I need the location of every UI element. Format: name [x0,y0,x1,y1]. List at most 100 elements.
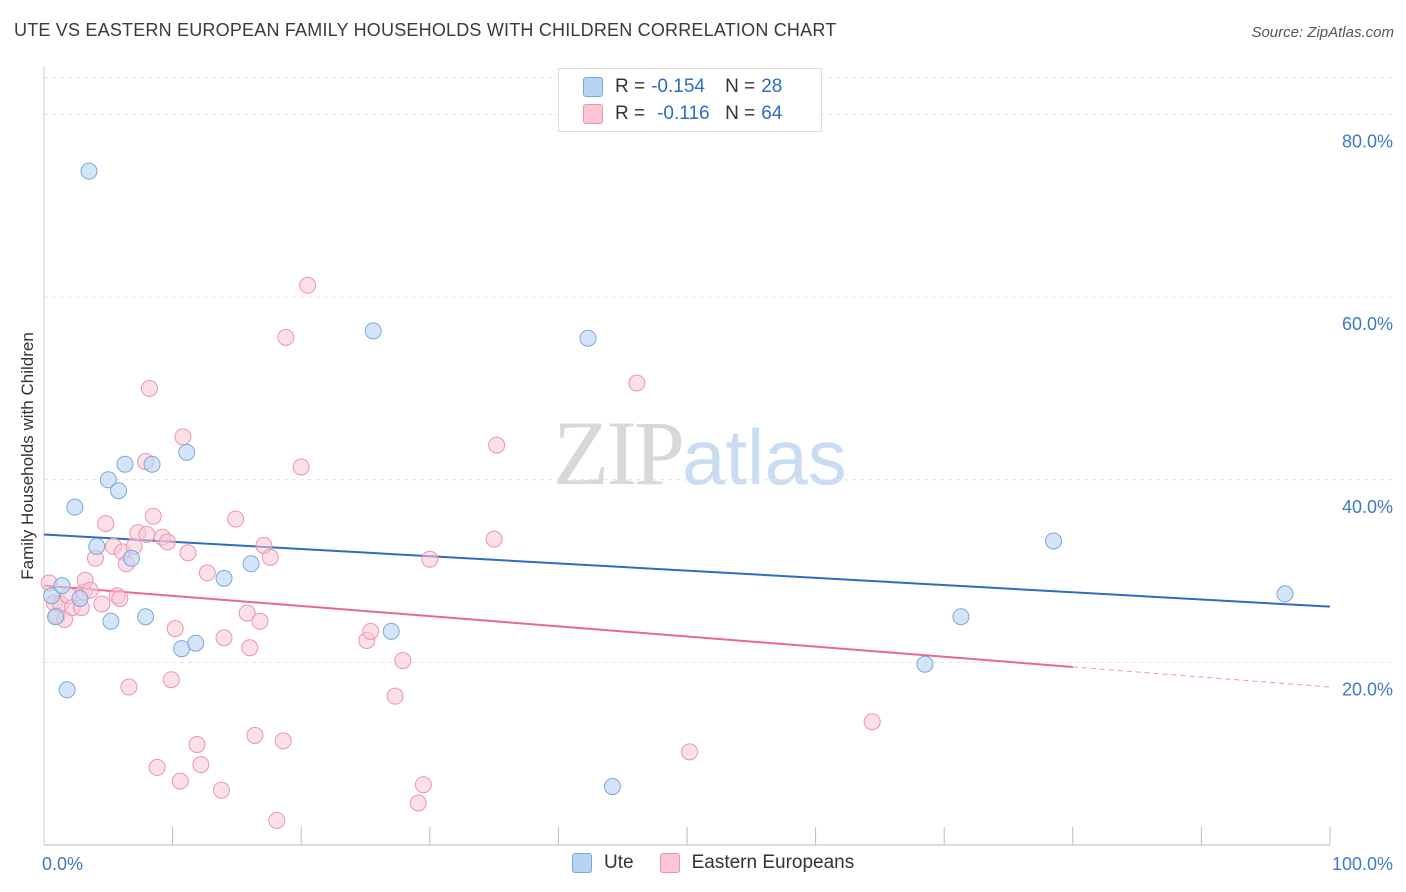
point-ute [53,577,71,595]
point-ute [364,322,382,340]
point-eastern-europeans [158,533,176,551]
source-label: Source: ZipAtlas.com [1251,24,1394,41]
point-eastern-europeans [421,550,439,568]
y-tick-label: 80.0% [1342,132,1393,152]
watermark: ZIPatlas [553,400,847,506]
point-eastern-europeans [485,530,503,548]
legend-r-label: R = [615,76,646,97]
legend-n-value-eastern-europeans: 64 [761,103,783,124]
point-ute [66,498,84,516]
point-eastern-europeans [171,772,189,790]
point-eastern-europeans [140,379,158,397]
point-ute [187,634,205,652]
point-eastern-europeans [681,743,699,761]
point-ute [122,549,140,567]
point-ute [43,587,61,605]
point-eastern-europeans [628,374,646,392]
point-eastern-europeans [198,564,216,582]
point-ute [579,329,597,347]
axes [43,66,1331,846]
legend-swatch-ute [583,77,603,97]
point-eastern-europeans [174,428,192,446]
watermark-zip: ZIP [553,402,685,504]
grid-lines [44,77,1392,663]
trend-line-eastern-europeans-extension [1072,666,1331,688]
point-eastern-europeans [261,548,279,566]
legend-swatch-eastern-europeans [583,104,603,124]
point-ute [178,443,196,461]
point-ute [137,608,155,626]
point-eastern-europeans [188,736,206,754]
point-eastern-europeans [97,515,115,533]
chart-title: UTE VS EASTERN EUROPEAN FAMILY HOUSEHOLD… [14,20,837,40]
point-eastern-europeans [144,507,162,525]
legend-row-ute: R = -0.154 N = 28 [583,75,782,99]
y-tick-label: 20.0% [1342,679,1393,699]
point-ute [58,681,76,699]
legend-r-label: R = [615,103,646,124]
point-eastern-europeans [120,678,138,696]
point-ute [99,471,117,489]
point-eastern-europeans [292,458,310,476]
tick-labels: 20.0% 40.0% 60.0% 80.0% 0.0% 100.0% [42,132,1393,874]
point-ute [143,455,161,473]
ute-points [43,162,1294,796]
point-eastern-europeans [138,526,156,544]
point-eastern-europeans [238,604,256,622]
point-eastern-europeans [394,652,412,670]
point-eastern-europeans [268,811,286,829]
point-eastern-europeans [386,687,404,705]
point-eastern-europeans [212,781,230,799]
watermark-atlas: atlas [682,413,847,501]
point-ute [110,482,128,500]
correlation-legend: R = -0.154 N = 28 R = -0.116 N = 64 [558,68,822,132]
point-ute [80,162,98,180]
legend-swatch-eastern-europeans [659,853,680,873]
point-eastern-europeans [166,620,184,638]
point-eastern-europeans [179,544,197,562]
point-eastern-europeans [93,595,111,613]
legend-r-value-ute: -0.154 [651,76,705,97]
point-eastern-europeans [299,276,317,294]
point-ute [603,778,621,796]
point-ute [952,608,970,626]
point-ute [102,612,120,630]
point-ute [116,455,134,473]
legend-n-label: N = [725,76,756,97]
point-eastern-europeans [251,612,269,630]
legend-r-value-eastern-europeans: -0.116 [657,103,710,124]
point-eastern-europeans [192,756,210,774]
point-eastern-europeans [277,328,295,346]
trend-line-ute [43,533,1331,608]
point-ute [215,569,233,587]
x-tick-label-min: 0.0% [42,854,83,874]
point-eastern-europeans [362,622,380,640]
legend-n-value-ute: 28 [761,76,783,97]
point-eastern-europeans [409,794,427,812]
point-eastern-europeans [241,639,259,657]
legend-label-ute: Ute [604,852,634,873]
point-ute [1045,532,1063,550]
point-eastern-europeans [863,713,881,731]
point-eastern-europeans [215,629,233,647]
point-eastern-europeans [162,671,180,689]
trend-line-eastern-europeans [43,584,1073,668]
legend-item-ute[interactable]: Ute [572,852,634,874]
point-eastern-europeans [414,776,432,794]
legend-swatch-ute [572,853,592,873]
point-ute [242,555,260,573]
series-legend: Ute Eastern Europeans [572,852,880,874]
y-tick-label: 60.0% [1342,314,1393,334]
point-ute [1276,585,1294,603]
point-ute [71,589,89,607]
trend-lines [43,533,1331,688]
legend-n-label: N = [725,103,756,124]
legend-row-eastern-europeans: R = -0.116 N = 64 [583,102,782,126]
point-ute [173,640,191,658]
point-ute [47,608,65,626]
legend-item-eastern-europeans[interactable]: Eastern Europeans [659,852,854,874]
eastern-europeans-points [40,276,881,829]
point-eastern-europeans [488,436,506,454]
point-eastern-europeans [246,726,264,744]
